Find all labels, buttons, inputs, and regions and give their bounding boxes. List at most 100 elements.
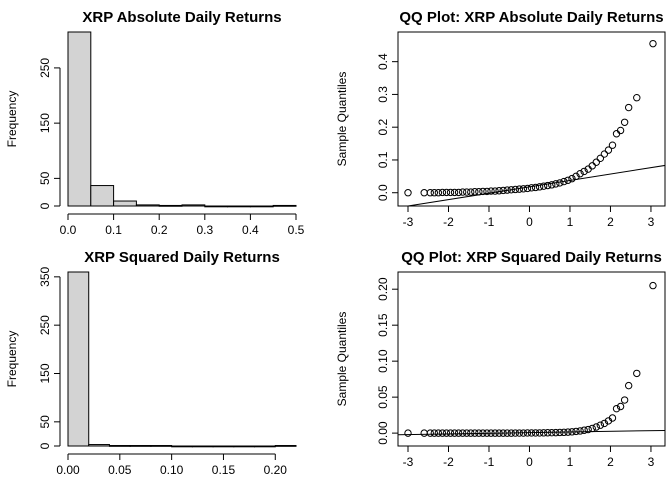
qq-reference-line [398, 429, 665, 436]
qq-point [576, 427, 584, 435]
histogram-bar [274, 445, 297, 447]
qq-point [616, 126, 625, 135]
qq-point [454, 429, 463, 437]
qq-point [499, 429, 507, 437]
y-axis-label: Sample Quantiles [335, 312, 349, 407]
qq-point [420, 189, 428, 197]
y-tick-label: 0.4 [376, 53, 390, 70]
histogram-bar [108, 445, 131, 447]
qq-point [620, 396, 629, 404]
plot-frame [397, 271, 666, 447]
qq-point [463, 188, 471, 196]
qq-point [404, 429, 412, 437]
y-tick-label: 50 [38, 171, 52, 185]
y-tick-label: 250 [38, 315, 52, 335]
qq-point [454, 188, 463, 197]
histogram-bar [67, 271, 90, 447]
qq-point [556, 179, 564, 187]
qq-point [552, 428, 560, 437]
y-axis-label: Frequency [5, 331, 19, 388]
qq-point [608, 414, 617, 422]
qq-point [438, 188, 447, 197]
histogram-bar [272, 204, 297, 207]
qq-point [612, 404, 621, 413]
x-tick-label: 0.3 [196, 223, 213, 237]
x-tick-label: 0.4 [242, 223, 259, 237]
y-tick-label: 150 [38, 113, 52, 133]
qq-point [503, 186, 511, 194]
histogram-bar [227, 205, 251, 208]
y-axis-label: Sample Quantiles [335, 72, 349, 167]
y-tick-label: 0.00 [376, 421, 390, 445]
x-tick-label: -2 [443, 455, 454, 469]
qq-point [596, 421, 605, 429]
qq-point [442, 429, 451, 437]
y-tick-label: 0.1 [376, 151, 390, 168]
histogram-absolute-returns: XRP Absolute Daily Returns Frequency 0.0 0.… [5, 9, 305, 237]
qq-point [539, 182, 548, 190]
qq-point [434, 189, 443, 197]
qq-point [438, 429, 447, 437]
qq-point [471, 429, 479, 437]
x-tick-label: -1 [484, 215, 495, 229]
qq-point [604, 146, 613, 154]
y-tick-label: 0.05 [376, 385, 390, 409]
histogram-bar [90, 185, 115, 207]
qq-point [434, 429, 443, 437]
qq-point [511, 185, 520, 194]
qq-point [568, 174, 576, 183]
qq-point [446, 188, 455, 197]
qq-point [576, 170, 584, 178]
chart-title: QQ Plot: XRP Squared Daily Returns [401, 249, 662, 266]
y-tick-label: 350 [38, 267, 52, 287]
x-tick-label: 0.15 [212, 463, 236, 477]
qq-point [592, 423, 600, 431]
y-tick-label: 0.20 [376, 277, 390, 301]
qq-point [564, 428, 572, 436]
chart-title: XRP Absolute Daily Returns [82, 9, 281, 26]
qq-point [624, 103, 633, 112]
x-tick-label: -3 [403, 455, 414, 469]
y-tick-label: 0 [38, 442, 52, 449]
x-tick-label: -1 [484, 455, 495, 469]
qq-point [471, 188, 479, 196]
chart-title: QQ Plot: XRP Absolute Daily Returns [399, 9, 663, 26]
histogram-bar [249, 205, 274, 208]
qq-point [458, 188, 467, 196]
qq-point [560, 428, 568, 437]
x-tick-label: 0 [526, 215, 533, 229]
qq-point [633, 94, 641, 102]
qq-point [463, 429, 471, 437]
histogram-bar [150, 445, 173, 447]
qq-point [531, 429, 540, 437]
y-tick-label: 250 [38, 58, 52, 78]
qq-point [588, 162, 596, 170]
qq-point [568, 428, 576, 436]
qq-point [584, 425, 592, 434]
qq-point [588, 424, 596, 433]
qq-point [426, 429, 434, 437]
histogram-bar [171, 445, 193, 448]
x-tick-label: 0.2 [151, 223, 168, 237]
qq-point [612, 130, 621, 138]
y-tick-label: 0.0 [376, 184, 390, 201]
histogram-bar [204, 205, 229, 208]
y-tick-label: 0.3 [376, 86, 390, 103]
qq-point [446, 429, 455, 437]
qq-point [592, 158, 600, 166]
x-tick-label: -2 [443, 215, 454, 229]
y-tick-label: 150 [38, 363, 52, 383]
x-tick-label: 0.00 [56, 463, 80, 477]
x-tick-label: 0 [526, 455, 533, 469]
qq-point [600, 150, 609, 158]
qq-point [624, 381, 633, 390]
qq-point [507, 429, 515, 437]
qq-point [543, 429, 552, 437]
qq-point [519, 429, 528, 437]
qq-point [442, 188, 451, 197]
histogram-bar [254, 445, 276, 448]
histogram-bar [181, 204, 206, 207]
qq-point [616, 402, 625, 411]
histogram-bar [88, 444, 110, 447]
